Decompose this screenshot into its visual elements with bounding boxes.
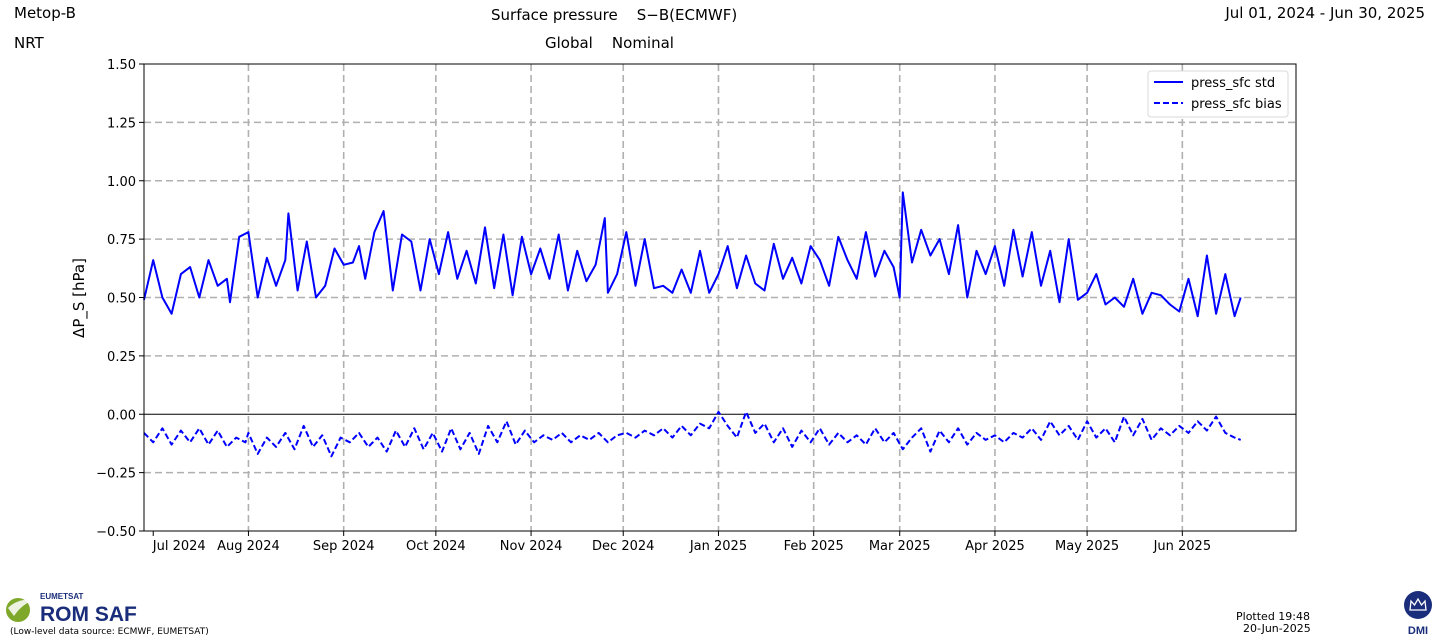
x-tick-label: Jun 2025 [1153,539,1212,554]
y-tick-label: 1.00 [107,175,136,190]
mode-label: NRT [14,34,44,52]
y-tick-label: 1.25 [107,116,136,131]
series-layer [143,191,1242,458]
dmi-label: DMI [1408,625,1428,637]
y-tick-label: 0.75 [107,233,136,248]
crown-icon [1404,591,1432,619]
plotted-time: Plotted 19:48 [1236,610,1310,623]
x-tick-label: Apr 2025 [965,539,1025,554]
satellite-label: Metop-B [14,4,76,22]
y-tick-label: −0.50 [96,525,136,540]
x-tick-label: Oct 2024 [406,539,466,554]
bias-series-line [143,410,1242,458]
y-tick-label: 1.50 [107,58,136,73]
ticks: −0.50 −0.25 0.00 0.25 0.50 0.75 1.00 1.25 1.50 Ju… [96,58,1211,554]
y-tick-label: −0.25 [96,467,136,482]
legend-bias-label: press_sfc bias [1191,97,1282,112]
x-tick-label: Feb 2025 [784,539,844,554]
dmi-logo: DMI [1404,591,1432,637]
eumetsat-label: EUMETSAT [40,592,84,601]
x-tick-label: Dec 2024 [592,539,654,554]
legend: press_sfc std press_sfc bias [1147,70,1289,118]
y-tick-label: 0.00 [107,408,136,423]
x-tick-label: Sep 2024 [313,539,375,554]
grid [144,64,1296,531]
rom-saf-label: ROM SAF [40,603,137,626]
x-tick-label: Jul 2024 [152,539,206,554]
chart-title: Surface pressure S−B(ECMWF) [491,6,738,24]
x-tick-label: Jan 2025 [689,539,747,554]
y-tick-label: 0.50 [107,292,136,307]
x-tick-label: May 2025 [1055,539,1119,554]
x-tick-label: Mar 2025 [869,539,931,554]
chart-subtitle: Global Nominal [545,34,674,52]
date-range: Jul 01, 2024 - Jun 30, 2025 [1225,4,1425,22]
rom-saf-logo: EUMETSAT ROM SAF [6,592,137,626]
y-tick-label: 0.25 [107,350,136,365]
legend-std-label: press_sfc std [1191,76,1275,91]
std-series-line [143,191,1242,318]
y-axis-label: ΔP_S [hPa] [70,258,89,338]
data-source-note: (Low-level data source: ECMWF, EUMETSAT) [10,627,209,637]
x-tick-label: Nov 2024 [500,539,563,554]
x-tick-label: Aug 2024 [217,539,280,554]
globe-leaf-icon [6,598,34,622]
plotted-date: 20-Jun-2025 [1243,622,1311,635]
